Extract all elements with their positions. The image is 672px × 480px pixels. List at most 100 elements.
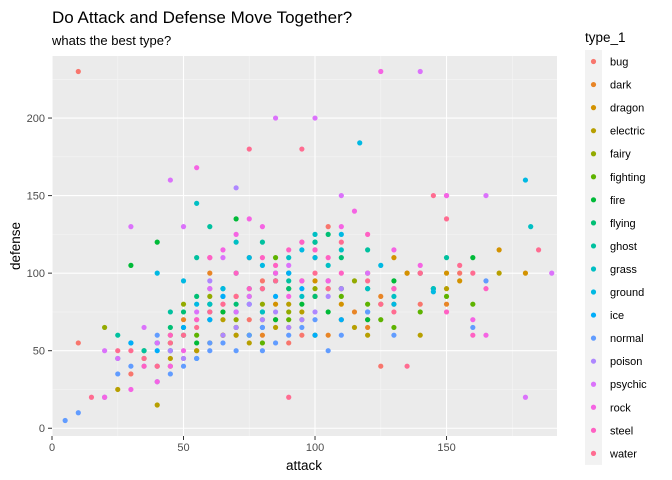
data-point-fighting [378, 317, 384, 323]
data-point-electric [496, 270, 502, 276]
chart-subtitle: whats the best type? [51, 33, 171, 48]
data-point-poison [325, 293, 331, 300]
legend-key-steel [590, 427, 597, 433]
legend-label-flying: flying [610, 218, 636, 230]
y-tick-label: 100 [27, 268, 45, 280]
data-point-bug [75, 68, 81, 75]
data-point-fire [220, 309, 226, 315]
data-point-psychic [207, 286, 213, 292]
data-point-steel [233, 270, 239, 276]
data-point-normal [246, 332, 252, 338]
legend-label-dragon: dragon [610, 103, 644, 115]
y-tick-label: 150 [27, 191, 45, 203]
data-point-ice [286, 270, 292, 276]
data-point-fire [325, 309, 331, 315]
data-point-normal [286, 332, 292, 338]
data-point-dragon [404, 270, 410, 276]
legend-label-rock: rock [610, 402, 631, 414]
y-axis-ticks: 0 50 100 150 200 [27, 113, 52, 435]
data-point-fairy [312, 286, 318, 292]
data-point-psychic [483, 192, 489, 199]
data-point-fire [272, 317, 279, 323]
data-point-water [220, 301, 226, 307]
data-point-fire [154, 239, 160, 245]
data-point-grass [338, 247, 344, 253]
legend-key-psychic [590, 381, 597, 387]
data-point-dragon [391, 255, 397, 261]
data-point-psychic [286, 262, 292, 268]
data-point-rock [194, 165, 200, 171]
data-point-grass [325, 262, 331, 268]
data-point-rock [299, 278, 305, 284]
legend-key-fire [590, 197, 597, 203]
data-point-psychic [141, 324, 147, 331]
data-point-poison [167, 348, 173, 354]
data-point-normal [194, 355, 200, 362]
data-point-poison [312, 309, 318, 315]
data-point-poison [207, 278, 213, 284]
data-point-psychic [246, 293, 252, 300]
data-point-water [378, 301, 384, 307]
data-point-steel [141, 363, 147, 369]
data-point-bug [417, 301, 423, 307]
data-point-flying [194, 293, 200, 300]
data-point-water [443, 216, 450, 222]
data-point-water [272, 278, 279, 284]
data-point-normal [180, 363, 187, 369]
legend-key-electric [590, 128, 597, 134]
data-point-fairy [180, 301, 187, 307]
data-point-ground [220, 286, 226, 292]
legend-key-rock [590, 404, 597, 410]
data-point-flying [312, 293, 318, 300]
data-point-ghost [194, 255, 200, 261]
data-point-grass [299, 293, 305, 300]
data-point-rock [180, 348, 187, 354]
data-point-steel [286, 247, 292, 253]
data-point-flying [180, 309, 187, 315]
data-point-steel [391, 286, 397, 292]
data-point-psychic [194, 309, 200, 315]
data-point-fighting [365, 301, 371, 307]
legend-key-ground [590, 289, 597, 295]
data-point-ghost [115, 332, 121, 338]
data-point-ghost [141, 348, 147, 354]
data-point-ground [378, 262, 384, 268]
data-point-rock [338, 224, 344, 230]
data-point-water [535, 247, 542, 253]
data-point-psychic [338, 192, 344, 199]
data-point-fairy [233, 317, 239, 323]
data-point-water [167, 340, 173, 346]
data-point-psychic [102, 348, 108, 354]
legend-key-flying [590, 220, 597, 226]
data-point-ice [312, 332, 318, 338]
data-point-electric [272, 324, 279, 331]
data-point-psychic [167, 177, 173, 183]
data-point-rock [259, 224, 266, 230]
data-point-dragon [496, 247, 502, 253]
data-point-normal [365, 309, 371, 315]
data-point-dragon [443, 270, 450, 276]
data-point-ice [128, 340, 134, 346]
data-point-poison [259, 317, 266, 323]
data-point-poison [338, 286, 344, 292]
data-point-ice [220, 293, 226, 300]
data-point-normal [220, 340, 226, 346]
data-point-ground [154, 270, 160, 276]
data-point-grass [365, 286, 371, 292]
legend-key-ice [590, 312, 597, 318]
data-point-normal [299, 324, 305, 331]
data-point-dark [259, 332, 266, 338]
data-point-steel [312, 247, 318, 253]
x-tick-label: 0 [49, 442, 55, 454]
chart-title: Do Attack and Defense Move Together? [52, 8, 352, 27]
data-point-electric [443, 286, 450, 292]
legend-key-water [590, 450, 597, 456]
x-tick-label: 100 [306, 442, 324, 454]
legend-label-psychic: psychic [610, 379, 647, 391]
data-point-poison [286, 324, 292, 331]
data-point-fire [470, 255, 476, 261]
y-tick-label: 200 [27, 113, 45, 125]
data-point-dragon [457, 278, 463, 284]
data-point-flying [325, 231, 331, 237]
data-point-fire [299, 301, 305, 307]
